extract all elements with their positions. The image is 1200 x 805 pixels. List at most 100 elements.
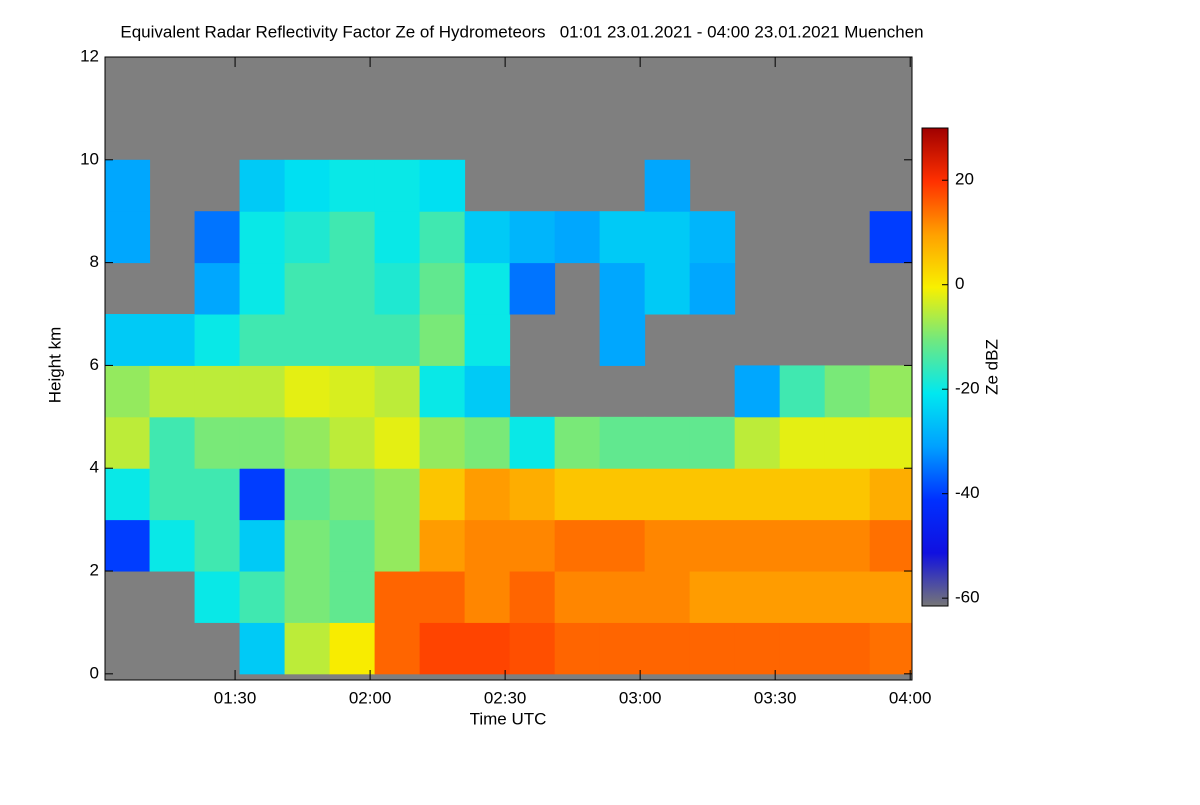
heatmap-cell bbox=[105, 519, 151, 572]
heatmap-cell bbox=[329, 468, 376, 521]
heatmap-cell bbox=[374, 416, 421, 469]
heatmap-cell bbox=[554, 571, 601, 623]
x-tick-label: 03:30 bbox=[754, 688, 797, 707]
x-tick-label: 02:00 bbox=[349, 688, 392, 707]
heatmap-cell bbox=[105, 468, 151, 521]
x-tick-label: 01:30 bbox=[214, 688, 257, 707]
heatmap-cell bbox=[689, 571, 736, 623]
heatmap-cell bbox=[105, 211, 151, 264]
heatmap-cell bbox=[644, 416, 691, 469]
heatmap-cell bbox=[419, 365, 466, 418]
x-tick-label: 04:00 bbox=[889, 688, 932, 707]
heatmap-cell bbox=[554, 519, 601, 572]
heatmap-cell bbox=[374, 262, 421, 315]
heatmap-cell bbox=[464, 211, 511, 264]
heatmap-cell bbox=[509, 416, 556, 469]
heatmap-cell bbox=[779, 571, 826, 623]
heatmap-cell bbox=[689, 622, 736, 675]
heatmap-cell bbox=[194, 211, 241, 264]
colorbar-tick-label: 0 bbox=[955, 274, 964, 293]
heatmap-cell bbox=[329, 416, 376, 469]
heatmap-cell bbox=[284, 571, 331, 623]
heatmap-cell bbox=[239, 211, 286, 264]
heatmap-cell bbox=[374, 519, 421, 572]
heatmap-cell bbox=[419, 262, 466, 315]
heatmap-cell bbox=[509, 519, 556, 572]
heatmap-cell bbox=[554, 211, 601, 264]
heatmap-cell bbox=[329, 365, 376, 418]
heatmap-cell bbox=[105, 314, 151, 366]
heatmap-cell bbox=[779, 416, 826, 469]
y-tick-label: 12 bbox=[80, 46, 99, 65]
heatmap-cell bbox=[599, 622, 646, 675]
heatmap-cell bbox=[374, 314, 421, 366]
heatmap-cell bbox=[599, 571, 646, 623]
y-tick-label: 8 bbox=[90, 252, 99, 271]
y-tick-label: 2 bbox=[90, 561, 99, 580]
y-tick-label: 10 bbox=[80, 149, 99, 168]
heatmap-cell bbox=[509, 468, 556, 521]
heatmap-cell bbox=[329, 519, 376, 572]
heatmap-cell bbox=[554, 416, 601, 469]
heatmap-cell bbox=[284, 416, 331, 469]
heatmap-cell bbox=[374, 622, 421, 675]
x-tick-label: 02:30 bbox=[484, 688, 527, 707]
heatmap-cell bbox=[239, 622, 286, 675]
heatmap-cell bbox=[419, 211, 466, 264]
heatmap-cell bbox=[194, 519, 241, 572]
heatmap-cell bbox=[734, 468, 781, 521]
heatmap-cell bbox=[194, 416, 241, 469]
x-axis-label: Time UTC bbox=[470, 709, 547, 728]
colorbar-tick-label: 20 bbox=[955, 170, 974, 189]
heatmap-cell bbox=[689, 211, 736, 264]
colorbar-label: Ze dBZ bbox=[982, 339, 1001, 395]
y-axis-label: Height km bbox=[45, 327, 64, 404]
heatmap-cell bbox=[239, 416, 286, 469]
heatmap-cell bbox=[734, 519, 781, 572]
heatmap-cell bbox=[149, 468, 196, 521]
heatmap-cell bbox=[464, 314, 511, 366]
heatmap-cell bbox=[734, 365, 781, 418]
heatmap-cell bbox=[149, 314, 196, 366]
heatmap-cell bbox=[284, 519, 331, 572]
colorbar-tick-label: -20 bbox=[955, 379, 980, 398]
heatmap-cell bbox=[329, 571, 376, 623]
heatmap-cell bbox=[734, 416, 781, 469]
heatmap-cell bbox=[464, 622, 511, 675]
heatmap-cell bbox=[509, 571, 556, 623]
heatmap-cell bbox=[869, 365, 912, 418]
x-tick-label: 03:00 bbox=[619, 688, 662, 707]
heatmap-cell bbox=[824, 519, 871, 572]
heatmap-cell bbox=[869, 622, 912, 675]
heatmap-cell bbox=[464, 519, 511, 572]
colorbar-tick-label: -60 bbox=[955, 588, 980, 607]
heatmap-cell bbox=[374, 365, 421, 418]
heatmap-cell bbox=[194, 468, 241, 521]
heatmap-cell bbox=[779, 519, 826, 572]
heatmap-cell bbox=[554, 622, 601, 675]
heatmap-cell bbox=[239, 159, 286, 212]
heatmap-cell bbox=[194, 571, 241, 623]
plot-frame bbox=[104, 56, 913, 681]
heatmap-cell bbox=[239, 571, 286, 623]
heatmap-cell bbox=[329, 211, 376, 264]
heatmap-cell bbox=[779, 468, 826, 521]
heatmap-cell bbox=[419, 468, 466, 521]
heatmap-cell bbox=[824, 468, 871, 521]
heatmap-cell bbox=[239, 468, 286, 521]
heatmap-cell bbox=[239, 365, 286, 418]
heatmap-cell bbox=[509, 211, 556, 264]
heatmap-cell bbox=[599, 211, 646, 264]
heatmap-cell bbox=[284, 159, 331, 212]
heatmap-cell bbox=[374, 571, 421, 623]
heatmap-cell bbox=[644, 468, 691, 521]
heatmap-cell bbox=[419, 622, 466, 675]
heatmap-cell bbox=[599, 314, 646, 366]
heatmap-cell bbox=[599, 416, 646, 469]
colorbar bbox=[921, 127, 949, 607]
heatmap-cell bbox=[329, 262, 376, 315]
heatmap-cell bbox=[689, 262, 736, 315]
heatmap-cell bbox=[509, 262, 556, 315]
heatmap bbox=[105, 159, 912, 675]
heatmap-cell bbox=[644, 159, 691, 212]
